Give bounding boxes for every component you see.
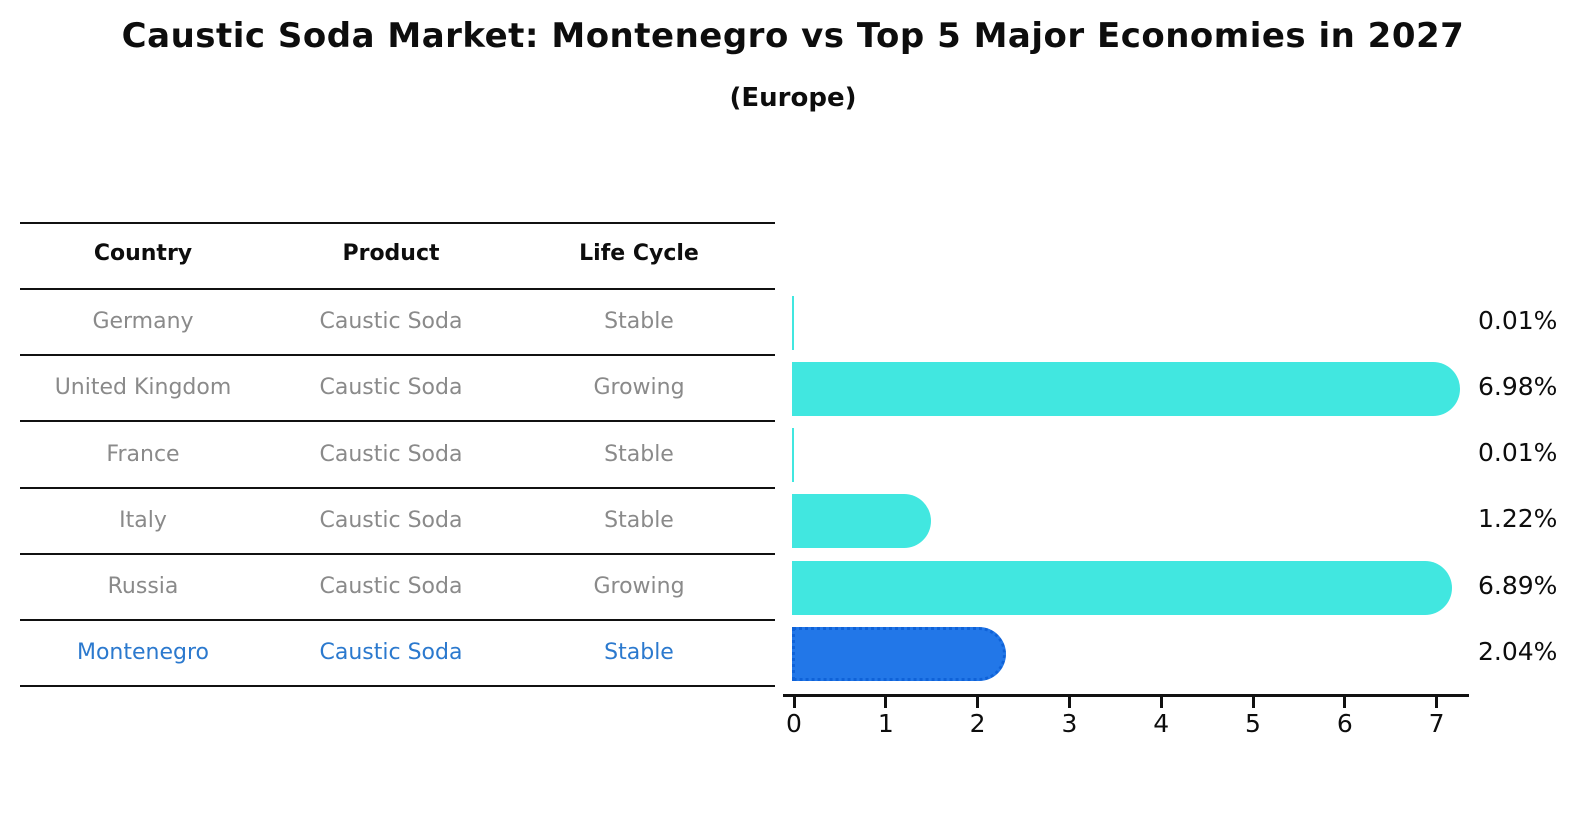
x-axis-tick xyxy=(1159,697,1163,708)
life-cycle-cell: Stable xyxy=(604,508,674,533)
country-cell: Russia xyxy=(107,574,179,599)
table-rule xyxy=(20,487,775,489)
bar-montenegro-highlight xyxy=(792,627,1007,681)
table-header-country: Country xyxy=(93,241,193,266)
chart-title: Caustic Soda Market: Montenegro vs Top 5… xyxy=(121,16,1465,56)
table-header-product: Product xyxy=(342,241,440,266)
life-cycle-cell: Growing xyxy=(593,375,685,400)
chart-subtitle: (Europe) xyxy=(729,83,857,113)
table-header-life-cycle: Life Cycle xyxy=(579,241,699,266)
life-cycle-cell: Growing xyxy=(593,574,685,599)
x-axis-tick-label: 0 xyxy=(786,709,802,738)
x-axis-tick-label: 7 xyxy=(1428,709,1445,738)
table-rule xyxy=(20,420,775,422)
table-rule xyxy=(20,288,775,290)
product-cell: Caustic Soda xyxy=(319,640,463,665)
table-rule xyxy=(20,619,775,621)
country-cell: France xyxy=(106,442,180,467)
table-rule xyxy=(20,685,775,687)
table-rule xyxy=(20,553,775,555)
table-rule xyxy=(20,354,775,356)
bar-france xyxy=(792,428,794,483)
x-axis-tick-label: 6 xyxy=(1336,709,1353,738)
x-axis-tick-label: 2 xyxy=(969,709,986,738)
x-axis-tick-label: 5 xyxy=(1245,709,1261,738)
value-label: 1.22% xyxy=(1478,504,1558,534)
x-axis-tick xyxy=(976,697,980,708)
x-axis-tick-label: 4 xyxy=(1153,709,1170,738)
country-cell: Montenegro xyxy=(76,640,209,665)
product-cell: Caustic Soda xyxy=(319,442,463,467)
x-axis-tick xyxy=(1251,697,1255,708)
value-label: 0.01% xyxy=(1478,305,1558,335)
country-cell: United Kingdom xyxy=(54,375,232,400)
product-cell: Caustic Soda xyxy=(319,508,463,533)
x-axis-tick-label: 3 xyxy=(1061,709,1078,738)
bar-united-kingdom xyxy=(792,361,1460,416)
x-axis-tick xyxy=(1435,697,1439,708)
x-axis-tick xyxy=(884,697,888,708)
life-cycle-cell: Stable xyxy=(604,640,674,665)
product-cell: Caustic Soda xyxy=(319,309,463,334)
country-cell: Italy xyxy=(119,508,167,533)
product-cell: Caustic Soda xyxy=(319,375,463,400)
bar-russia xyxy=(792,560,1452,615)
product-cell: Caustic Soda xyxy=(319,574,463,599)
value-label: 0.01% xyxy=(1478,438,1558,468)
table-rule xyxy=(20,222,775,224)
x-axis-tick xyxy=(1343,697,1347,708)
x-axis-line xyxy=(783,694,1469,697)
x-axis-tick xyxy=(1067,697,1071,708)
country-cell: Germany xyxy=(92,309,194,334)
life-cycle-cell: Stable xyxy=(604,309,674,334)
value-label: 6.98% xyxy=(1478,371,1558,401)
x-axis-tick xyxy=(792,697,796,708)
bar-germany xyxy=(792,295,794,350)
x-axis-tick-label: 1 xyxy=(877,709,894,738)
value-label: 2.04% xyxy=(1478,637,1558,666)
value-label: 6.89% xyxy=(1478,570,1558,600)
life-cycle-cell: Stable xyxy=(604,442,674,467)
bar-italy xyxy=(792,494,931,549)
